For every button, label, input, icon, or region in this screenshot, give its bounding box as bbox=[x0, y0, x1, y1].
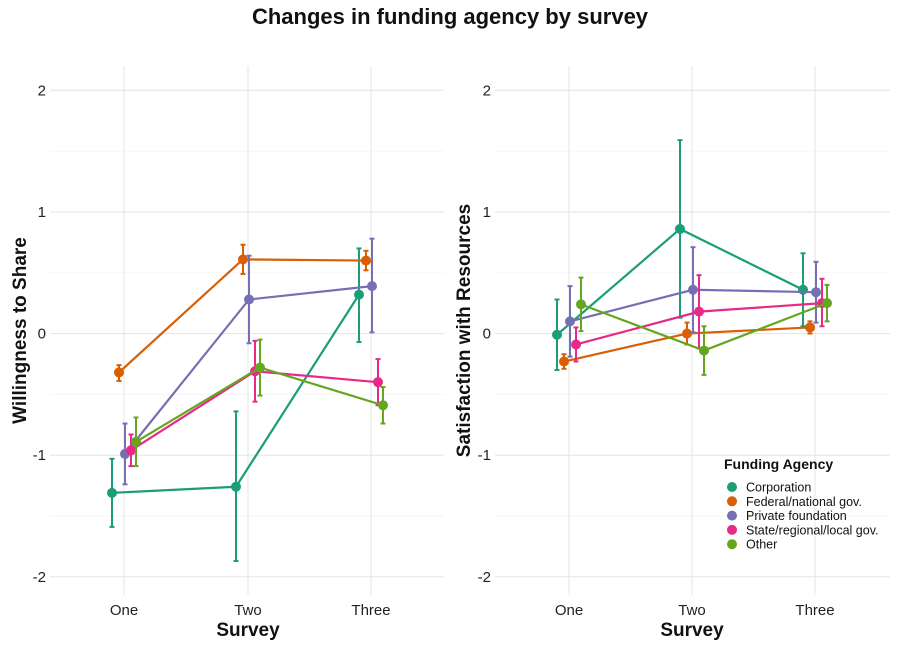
data-point bbox=[244, 294, 254, 305]
data-point bbox=[688, 284, 698, 295]
data-point bbox=[126, 445, 136, 456]
panel-right: -2 -1 0 1 2 One Two Three Survey Satisfaction wit… bbox=[454, 66, 890, 641]
data-point bbox=[367, 281, 377, 292]
series-federal-national-gov bbox=[114, 243, 371, 382]
data-point bbox=[373, 377, 383, 388]
chart-title: Changes in funding agency by survey bbox=[251, 4, 649, 29]
data-point bbox=[238, 254, 248, 265]
data-point bbox=[576, 299, 586, 310]
data-point bbox=[354, 289, 364, 300]
data-point bbox=[805, 322, 815, 333]
y-tick-label: 1 bbox=[38, 204, 46, 221]
legend-label: Corporation bbox=[746, 481, 811, 495]
legend-item-federal-national-gov: Federal/national gov. bbox=[727, 495, 862, 509]
series-other bbox=[131, 338, 388, 468]
legend-item-corporation: Corporation bbox=[727, 481, 811, 495]
x-tick-label: One bbox=[555, 602, 583, 619]
data-point bbox=[559, 356, 569, 367]
series-corporation bbox=[107, 247, 364, 562]
y-axis-title: Willingness to Share bbox=[10, 237, 31, 424]
data-point bbox=[107, 487, 117, 498]
y-axis-title: Satisfaction with Resources bbox=[454, 204, 475, 457]
y-tick-label: -2 bbox=[478, 569, 491, 586]
series-line bbox=[118, 258, 367, 374]
x-axis-title: Survey bbox=[216, 620, 280, 641]
x-axis-title: Survey bbox=[660, 620, 724, 641]
y-tick-label: -1 bbox=[478, 447, 491, 464]
x-tick-label: Three bbox=[351, 602, 390, 619]
legend-key bbox=[727, 496, 737, 507]
panel-left: -2 -1 0 1 2 One Two Three Survey Willingness to S… bbox=[10, 66, 444, 641]
data-point bbox=[552, 329, 562, 340]
series-private-foundation bbox=[565, 246, 821, 358]
series-federal-national-gov bbox=[559, 320, 815, 370]
legend-key bbox=[727, 510, 737, 521]
y-tick-label: -1 bbox=[33, 447, 46, 464]
x-tick-label: One bbox=[110, 602, 138, 619]
y-tick-label: 0 bbox=[483, 326, 491, 343]
legend-label: Private foundation bbox=[746, 509, 847, 523]
data-point bbox=[682, 328, 692, 339]
legend-label: State/regional/local gov. bbox=[746, 523, 879, 537]
data-point bbox=[255, 362, 265, 373]
data-point bbox=[361, 255, 371, 266]
data-point bbox=[699, 345, 709, 356]
legend-key bbox=[727, 539, 737, 550]
y-tick-label: 2 bbox=[38, 82, 46, 99]
data-point bbox=[378, 400, 388, 411]
data-point bbox=[571, 339, 581, 350]
data-point bbox=[231, 481, 241, 492]
legend-item-other: Other bbox=[727, 538, 777, 552]
data-point bbox=[131, 436, 141, 447]
legend-title: Funding Agency bbox=[724, 456, 833, 472]
data-point bbox=[811, 287, 821, 298]
legend-item-state-regional-local-gov: State/regional/local gov. bbox=[727, 523, 879, 537]
y-tick-label: 1 bbox=[483, 204, 491, 221]
legend-label: Other bbox=[746, 538, 777, 552]
series-corporation bbox=[552, 139, 808, 372]
data-point bbox=[798, 284, 808, 295]
x-tick-label: Two bbox=[678, 602, 706, 619]
series-private-foundation bbox=[120, 237, 377, 486]
data-point bbox=[114, 367, 124, 378]
y-tick-label: 0 bbox=[38, 326, 46, 343]
x-tick-label: Two bbox=[234, 602, 262, 619]
legend-key bbox=[727, 482, 737, 492]
data-point bbox=[675, 223, 685, 234]
legend: Funding Agency CorporationFederal/nationa… bbox=[724, 456, 879, 552]
legend-key bbox=[727, 524, 737, 535]
data-point bbox=[694, 306, 704, 317]
x-tick-label: Three bbox=[795, 602, 834, 619]
data-point bbox=[822, 298, 832, 309]
y-tick-label: -2 bbox=[33, 569, 46, 586]
legend-item-private-foundation: Private foundation bbox=[727, 509, 847, 523]
series-other bbox=[576, 276, 832, 376]
data-point bbox=[565, 316, 575, 327]
y-tick-label: 2 bbox=[483, 82, 491, 99]
legend-label: Federal/national gov. bbox=[746, 495, 862, 509]
